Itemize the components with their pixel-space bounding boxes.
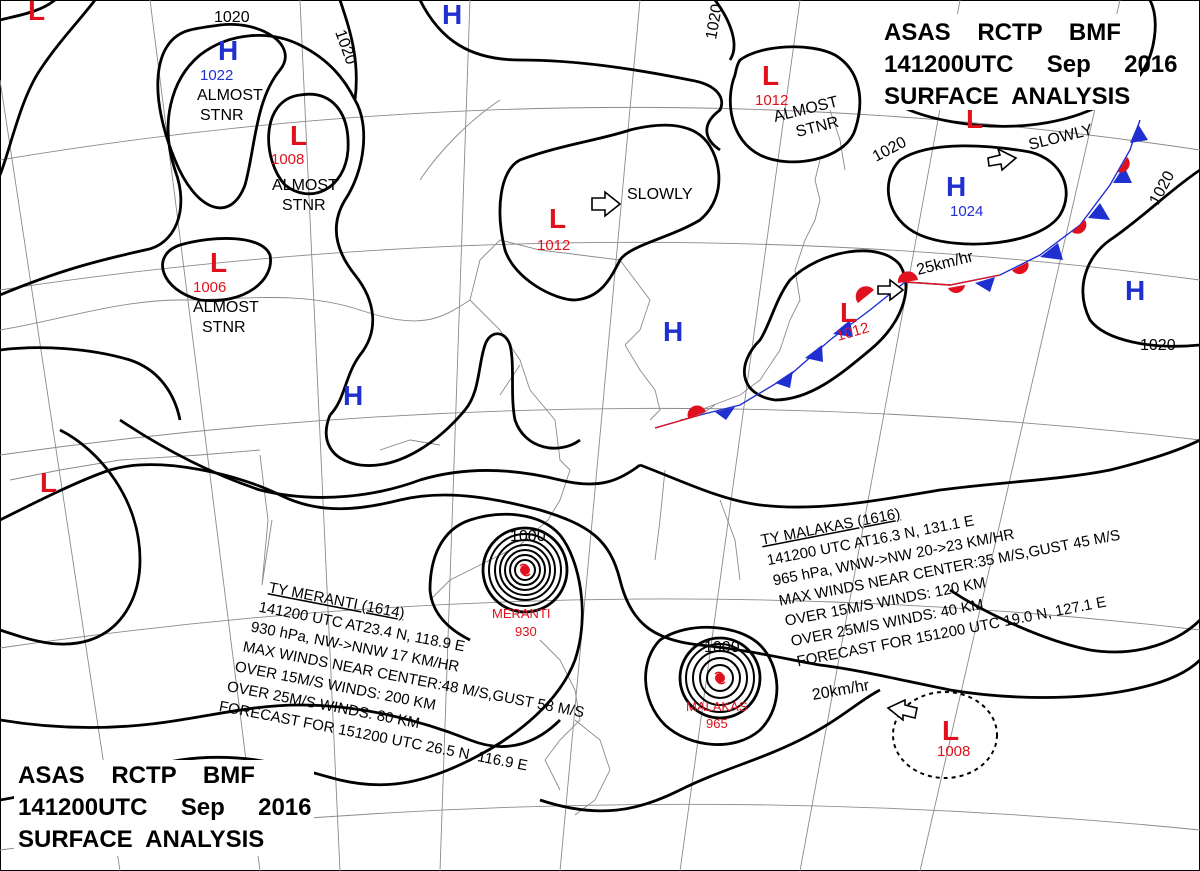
low-symbol: L: [762, 60, 779, 91]
isobar-malakas-outer: [644, 625, 779, 746]
isobar-high-1024: [886, 144, 1068, 246]
header-title-block: ASAS RCTP BMF 141200UTC Sep 2016 SURFACE…: [878, 14, 1178, 110]
motion-arrows: [591, 147, 1018, 722]
high-pressure-value: 1024: [950, 203, 983, 220]
isobars: [0, 0, 1200, 813]
isobar-south-1008: [0, 703, 561, 748]
low-motion-note: ALMOST STNR: [272, 177, 338, 214]
isobar-label: 1020: [703, 3, 726, 41]
low-pressure-value: 1012: [755, 92, 788, 109]
isobar-sw: [0, 428, 142, 646]
high-symbol: H: [1125, 275, 1145, 306]
footer-title-block: ASAS RCTP BMF 141200UTC Sep 2016 SURFACE…: [14, 760, 314, 856]
isobar-west-1020: [0, 346, 182, 421]
isobar-low-1008: [267, 92, 350, 196]
isobar-east-wave: [639, 438, 1200, 509]
low-motion-note: ALMOST STNR: [193, 299, 259, 336]
high-pressure-value: 1022: [200, 67, 233, 84]
arrow-slowly-mid: [591, 190, 622, 218]
header-time: 141200UTC Sep 2016: [884, 51, 1178, 78]
low-symbol: L: [28, 0, 45, 26]
isobar-nw-top: [0, 0, 56, 22]
header-agency: ASAS RCTP BMF: [884, 19, 1121, 46]
footer-title: SURFACE ANALYSIS: [18, 826, 264, 853]
forecast-low-circle: [892, 691, 998, 779]
isobar-h-mid: [324, 332, 581, 467]
high-motion-note: ALMOST STNR: [197, 87, 263, 124]
isobar-label: 1000: [704, 639, 740, 656]
low-symbol: L: [966, 103, 983, 134]
isobar-mid-1012: [119, 418, 641, 499]
typhoon-name: MALAKAS: [686, 699, 748, 714]
typhoon-pressure: 965: [706, 716, 728, 731]
low-pressure-value: 1006: [193, 279, 226, 296]
typhoon-malakas-center: MALAKAS 965: [686, 671, 748, 731]
arrow-20kmhr: [886, 698, 918, 722]
isobar-east-1020: [1081, 168, 1200, 348]
isobar-se-wave: [949, 588, 1200, 654]
high-symbol: H: [946, 171, 966, 202]
arrow-25kmhr: [877, 278, 905, 302]
isobar-label: 1020: [214, 9, 250, 26]
isobar-north-wide: [418, 0, 724, 152]
isobar-north-ridge: [889, 0, 1157, 128]
low-symbol: L: [840, 297, 857, 328]
isobar-south-ridge: [539, 688, 881, 813]
note-line: STNR: [282, 197, 326, 214]
typhoon-malakas-rings: [678, 636, 762, 720]
high-symbol: H: [663, 316, 683, 347]
isobar-label: 1000: [510, 528, 546, 545]
typhoon-meranti-rings: [481, 526, 569, 614]
typhoon-meranti-center: MERANTI 930: [492, 563, 551, 639]
isobar-low-1012-mid: [498, 123, 721, 302]
high-symbol: H: [442, 0, 462, 30]
high-symbol: H: [343, 380, 363, 411]
typhoon-pressure: 930: [515, 624, 537, 639]
footer-time: 141200UTC Sep 2016: [18, 794, 312, 821]
isobar-low-front: [743, 249, 908, 402]
typhoon-symbol-tail: [714, 671, 726, 685]
isobar-outer-west: [0, 34, 375, 416]
low-symbol: L: [290, 120, 307, 151]
note-line: ALMOST: [197, 87, 263, 104]
low-symbol: L: [549, 203, 566, 234]
low-pressure-value: 1008: [937, 743, 970, 760]
isobar-label: 1020: [1140, 337, 1176, 354]
low-symbol: L: [40, 467, 57, 498]
isobar-low-1012-east: [728, 45, 862, 164]
low-centers: L 1008 ALMOST STNR L 1006 ALMOST STNR L 10…: [28, 0, 983, 760]
header-title: SURFACE ANALYSIS: [884, 83, 1130, 110]
typhoon-symbol-tail: [519, 563, 531, 577]
high-symbol: H: [218, 35, 238, 66]
isobar-big-trough: [0, 463, 1200, 699]
note-line: STNR: [202, 319, 246, 336]
low-motion-note: SLOWLY: [627, 186, 693, 203]
arrow-slowly-ne: [987, 147, 1018, 172]
note-line: ALMOST: [272, 177, 338, 194]
note-line: ALMOST: [193, 299, 259, 316]
isobar-north-big: [338, 0, 736, 101]
note-line: STNR: [200, 107, 244, 124]
low-symbol: L: [942, 715, 959, 746]
low-pressure-value: 1008: [271, 151, 304, 168]
coastlines: [0, 99, 846, 816]
isobar-low-1006: [161, 237, 272, 303]
isobar-high-center: [156, 22, 287, 210]
isobar-meranti-outer: [0, 512, 584, 802]
front-line: [654, 119, 1148, 429]
footer-agency: ASAS RCTP BMF: [18, 762, 255, 789]
low-pressure-value: 1012: [537, 237, 570, 254]
low-symbol: L: [210, 247, 227, 278]
typhoon-name: MERANTI: [492, 606, 551, 621]
isobar-ne-1020: [0, 0, 97, 176]
